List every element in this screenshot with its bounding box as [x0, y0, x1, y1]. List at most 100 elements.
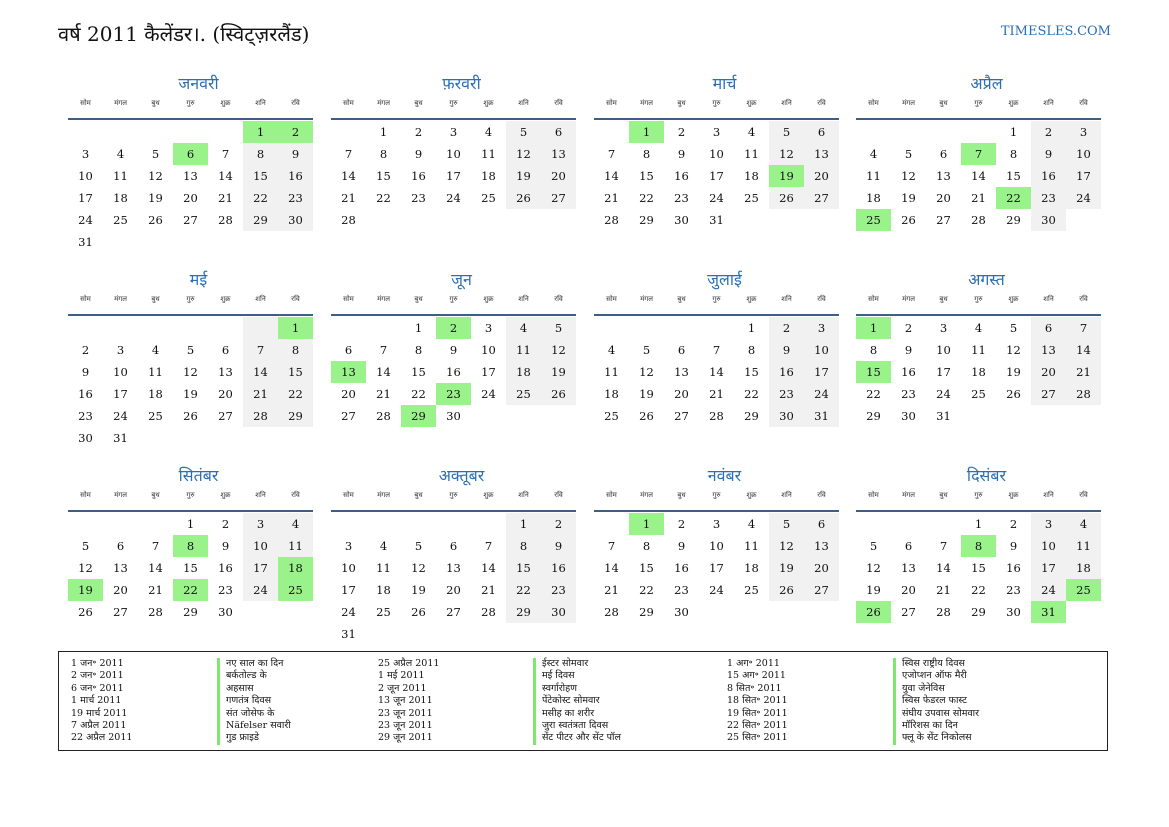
- day-cell: 4: [1066, 513, 1101, 535]
- weekday-label: सोम: [868, 295, 879, 303]
- empty-day-cell: [926, 121, 961, 143]
- empty-day-cell: [436, 513, 471, 535]
- day-cell: 15: [376, 169, 391, 183]
- empty-day-cell: [804, 209, 839, 231]
- day-cell: 20: [936, 191, 951, 205]
- day-cell: 25: [481, 191, 496, 205]
- legend-holiday-name: गुड फ्राइडे: [217, 732, 291, 745]
- empty-day-cell: [506, 209, 541, 231]
- weekday-label: सोम: [80, 99, 91, 107]
- weekday-label: शुक्र: [1008, 295, 1019, 303]
- legend-holiday-name: मसीह का शरीर: [533, 707, 621, 720]
- day-cell: 16: [446, 365, 461, 379]
- month-name: अगस्त: [968, 270, 1005, 289]
- day-cell: 8: [642, 539, 651, 553]
- day-cell: 3: [712, 125, 721, 139]
- day-cell: 18: [506, 361, 541, 383]
- day-cell: 27: [113, 605, 128, 619]
- empty-day-cell: [208, 121, 243, 143]
- day-grid: 1 2 3 4 5 6 7 8 9 10 11 12 13 14 15 16 17 18 19 20 21 22 23 24 2…: [856, 121, 1101, 231]
- day-cell: 5: [769, 121, 804, 143]
- weekday-label: रवि: [1079, 295, 1088, 303]
- empty-day-cell: [331, 513, 366, 535]
- day-cell: 21: [604, 583, 619, 597]
- day-grid: 1 2 3 4 5 6 7 8 9 10 11 12 13 14 15 16 17 18 19 20 21 22 23 24 2…: [331, 121, 576, 231]
- day-cell: 14: [936, 561, 951, 575]
- day-cell: 10: [804, 339, 839, 361]
- week-row: 14 15 16 17 18 19 20: [594, 165, 839, 187]
- day-cell: 20: [804, 165, 839, 187]
- legend-holiday-name: जुरा स्वतंत्रता दिवस: [533, 719, 621, 733]
- day-cell: 14: [971, 169, 986, 183]
- day-cell: 29: [971, 605, 986, 619]
- day-cell: 12: [78, 561, 93, 575]
- weekday-label: रवि: [817, 99, 826, 107]
- week-row: 22 23 24 25 26 27 28: [856, 383, 1101, 405]
- day-cell: 7: [712, 343, 721, 357]
- day-cell: 11: [971, 343, 986, 357]
- legend-dates-col-3: 1 अग॰ 2011 15 अग॰ 2011 8 सित॰ 2011 18 सित॰ …: [727, 658, 788, 745]
- week-row: 25 26 27 28 29 30 31: [594, 405, 839, 427]
- legend-date: 19 मार्च 2011: [71, 707, 128, 719]
- empty-day-cell: [961, 405, 996, 427]
- header-rule: [856, 118, 1101, 120]
- day-cell: 21: [243, 383, 278, 405]
- day-cell: 22: [278, 383, 313, 405]
- week-row: 5 6 7 8 9 10 11: [68, 535, 313, 557]
- legend-date: 1 अग॰ 2011: [727, 658, 780, 669]
- legend-holiday-name: बर्कतोल्ड के: [217, 670, 291, 683]
- day-cell: 28: [243, 405, 278, 427]
- day-cell: 11: [148, 365, 163, 379]
- day-cell: 15: [856, 361, 891, 383]
- day-cell: 11: [866, 169, 881, 183]
- day-cell: 7: [344, 147, 353, 161]
- weekday-header: सोम मंगल बुध गुरु शुक्र शनि रवि: [68, 292, 313, 314]
- day-cell: 13: [183, 169, 198, 183]
- empty-day-cell: [173, 317, 208, 339]
- empty-day-cell: [471, 513, 506, 535]
- day-cell: 16: [78, 387, 93, 401]
- day-cell: 10: [113, 365, 128, 379]
- day-cell: 8: [379, 147, 388, 161]
- day-cell: 16: [411, 169, 426, 183]
- day-cell: 1: [379, 125, 388, 139]
- weekday-label: शुक्र: [220, 99, 231, 107]
- weekday-label: बुध: [414, 295, 423, 303]
- day-cell: 6: [904, 539, 913, 553]
- empty-day-cell: [664, 317, 699, 339]
- day-cell: 20: [113, 583, 128, 597]
- legend-date: 2 जन॰ 2011: [71, 670, 124, 682]
- month-calendar: जनवरी सोम मंगल बुध गुरु शुक्र शनि रवि 1 2 3 4 5 6 7 8 9 1…: [68, 72, 313, 253]
- day-cell: 26: [183, 409, 198, 423]
- day-cell: 21: [376, 387, 391, 401]
- day-cell: 24: [78, 213, 93, 227]
- day-cell: 15: [411, 365, 426, 379]
- day-cell: 15: [1006, 169, 1021, 183]
- day-cell: 30: [278, 209, 313, 231]
- day-cell: 15: [971, 561, 986, 575]
- day-cell: 14: [341, 169, 356, 183]
- brand-link[interactable]: TIMESLES.COM: [1000, 24, 1111, 39]
- header-rule: [331, 314, 576, 316]
- day-cell: 21: [604, 191, 619, 205]
- legend-holiday-name: स्वर्गारोहण: [533, 682, 621, 696]
- day-cell: 17: [709, 169, 724, 183]
- day-cell: 26: [639, 409, 654, 423]
- weekday-label: शनि: [1043, 491, 1054, 499]
- day-cell: 26: [1006, 387, 1021, 401]
- week-row: 9 10 11 12 13 14 15: [68, 361, 313, 383]
- legend-names-col-2: ईस्टर सोमवार मई दिवस स्वर्गारोहण पेंटेकोस्ट…: [533, 658, 621, 745]
- empty-day-cell: [331, 121, 366, 143]
- weekday-label: बुध: [939, 295, 948, 303]
- day-cell: 6: [173, 143, 208, 165]
- week-row: 23 24 25 26 27 28 29: [68, 405, 313, 427]
- day-cell: 4: [278, 513, 313, 535]
- day-cell: 25: [744, 583, 759, 597]
- day-cell: 10: [341, 561, 356, 575]
- empty-day-cell: [541, 623, 576, 645]
- day-cell: 28: [604, 213, 619, 227]
- day-cell: 10: [1066, 143, 1101, 165]
- legend-dates-col-2: 25 अप्रैल 2011 1 मई 2011 2 जून 2011 13 जून …: [378, 658, 439, 745]
- day-cell: 17: [446, 169, 461, 183]
